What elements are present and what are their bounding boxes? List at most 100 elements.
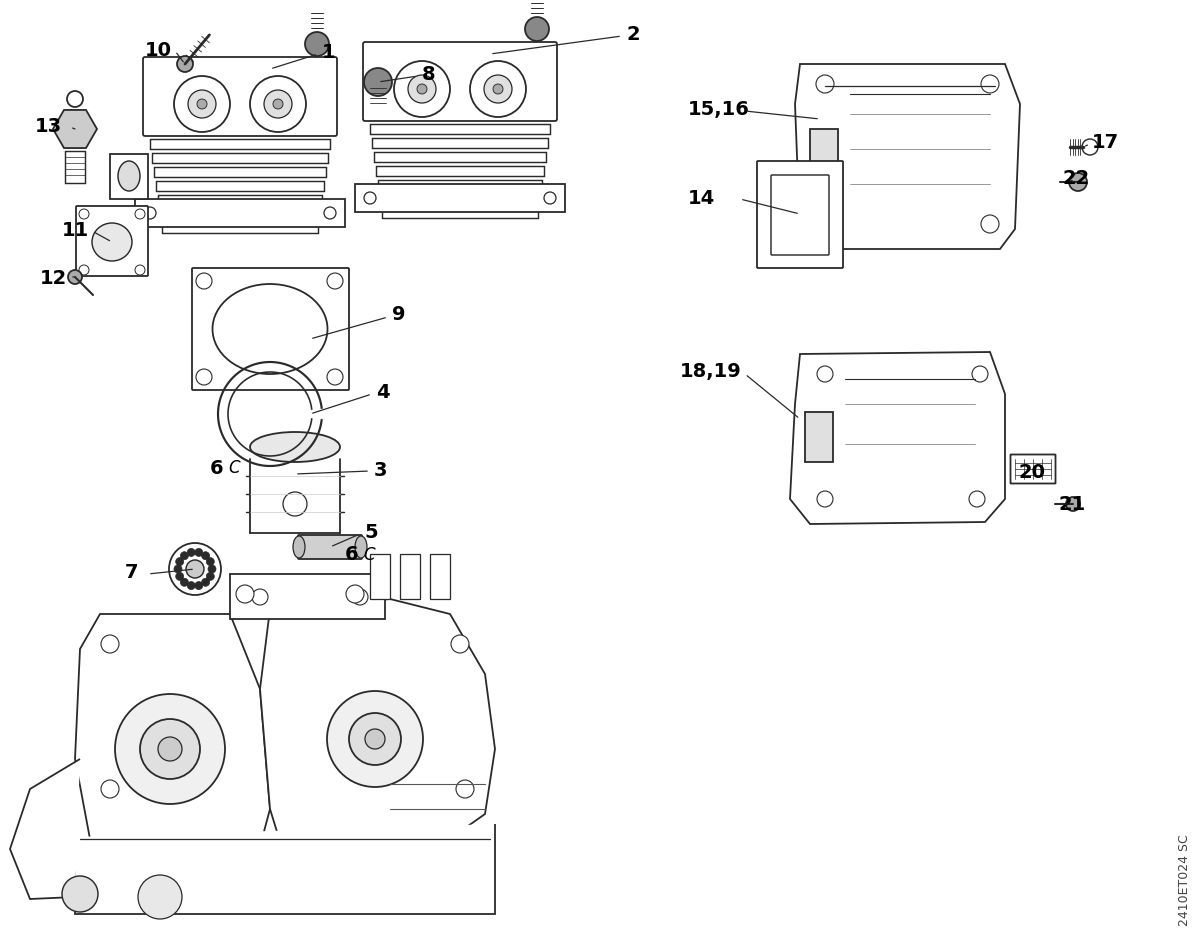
Circle shape — [544, 193, 556, 205]
Circle shape — [169, 544, 221, 596]
Bar — [65, 152, 85, 184]
Circle shape — [158, 737, 182, 761]
Circle shape — [283, 493, 307, 516]
Text: C: C — [364, 546, 374, 564]
Circle shape — [144, 208, 156, 220]
Text: 14: 14 — [688, 188, 715, 208]
Circle shape — [79, 265, 89, 276]
Circle shape — [328, 274, 343, 290]
Circle shape — [982, 76, 1000, 93]
Circle shape — [175, 573, 184, 581]
Ellipse shape — [212, 285, 328, 375]
FancyBboxPatch shape — [1010, 455, 1056, 484]
Circle shape — [817, 366, 833, 382]
Circle shape — [62, 876, 98, 912]
Circle shape — [484, 76, 512, 104]
Circle shape — [194, 548, 203, 557]
Bar — [160, 210, 320, 220]
Ellipse shape — [250, 432, 340, 463]
Text: 18,19: 18,19 — [680, 362, 742, 381]
Text: 10: 10 — [145, 41, 172, 59]
FancyBboxPatch shape — [772, 176, 829, 256]
Circle shape — [493, 85, 503, 95]
Circle shape — [816, 76, 834, 93]
Bar — [154, 168, 326, 177]
Circle shape — [186, 561, 204, 579]
Text: 6: 6 — [346, 545, 359, 564]
Text: 8: 8 — [422, 65, 436, 84]
Circle shape — [456, 780, 474, 799]
Circle shape — [972, 366, 988, 382]
Circle shape — [394, 62, 450, 118]
FancyBboxPatch shape — [364, 43, 557, 122]
Text: 13: 13 — [35, 116, 62, 135]
Polygon shape — [10, 759, 80, 899]
FancyBboxPatch shape — [298, 535, 362, 560]
Circle shape — [324, 208, 336, 220]
Text: 6: 6 — [210, 458, 223, 477]
Text: 11: 11 — [62, 220, 89, 239]
Circle shape — [138, 875, 182, 919]
Circle shape — [136, 265, 145, 276]
Circle shape — [175, 558, 184, 566]
Text: 4: 4 — [376, 383, 390, 402]
Circle shape — [526, 18, 550, 42]
Circle shape — [236, 585, 254, 603]
Circle shape — [136, 210, 145, 220]
Bar — [805, 413, 833, 463]
Text: 15,16: 15,16 — [688, 100, 750, 119]
Ellipse shape — [355, 536, 367, 559]
FancyBboxPatch shape — [76, 207, 148, 277]
Bar — [370, 125, 550, 135]
Circle shape — [101, 780, 119, 799]
Text: 7: 7 — [125, 562, 138, 581]
Text: 3: 3 — [374, 460, 388, 479]
Circle shape — [1069, 174, 1087, 192]
Circle shape — [470, 62, 526, 118]
Circle shape — [187, 548, 196, 557]
Circle shape — [364, 69, 392, 97]
Circle shape — [202, 579, 210, 586]
Bar — [156, 182, 324, 192]
Bar — [158, 195, 322, 206]
Bar — [810, 130, 838, 185]
Circle shape — [115, 694, 226, 804]
Circle shape — [352, 589, 368, 605]
Circle shape — [67, 92, 83, 108]
Circle shape — [101, 635, 119, 653]
Text: 9: 9 — [392, 305, 406, 324]
Circle shape — [364, 193, 376, 205]
Bar — [374, 153, 546, 162]
Bar — [378, 181, 542, 191]
Text: 12: 12 — [40, 268, 67, 287]
Circle shape — [178, 57, 193, 73]
Circle shape — [194, 582, 203, 590]
Text: 2410ET024 SC: 2410ET024 SC — [1178, 834, 1192, 925]
Bar — [372, 139, 548, 149]
Ellipse shape — [118, 161, 140, 192]
Bar — [150, 140, 330, 150]
Circle shape — [970, 492, 985, 508]
Circle shape — [174, 565, 182, 573]
Polygon shape — [796, 65, 1020, 250]
Circle shape — [264, 91, 292, 119]
Circle shape — [252, 589, 268, 605]
Circle shape — [196, 274, 212, 290]
Bar — [152, 154, 328, 164]
Ellipse shape — [92, 224, 132, 261]
Text: 20: 20 — [1018, 462, 1045, 481]
Polygon shape — [260, 599, 496, 874]
Circle shape — [187, 582, 196, 590]
Polygon shape — [76, 615, 270, 897]
Polygon shape — [790, 353, 1006, 525]
Bar — [400, 554, 420, 599]
Circle shape — [346, 585, 364, 603]
Bar — [230, 574, 385, 619]
Bar — [136, 200, 346, 228]
Circle shape — [1082, 140, 1098, 156]
Text: 1: 1 — [322, 42, 336, 61]
Circle shape — [328, 370, 343, 385]
Circle shape — [816, 216, 834, 234]
Circle shape — [1066, 497, 1080, 512]
Bar — [162, 224, 318, 234]
